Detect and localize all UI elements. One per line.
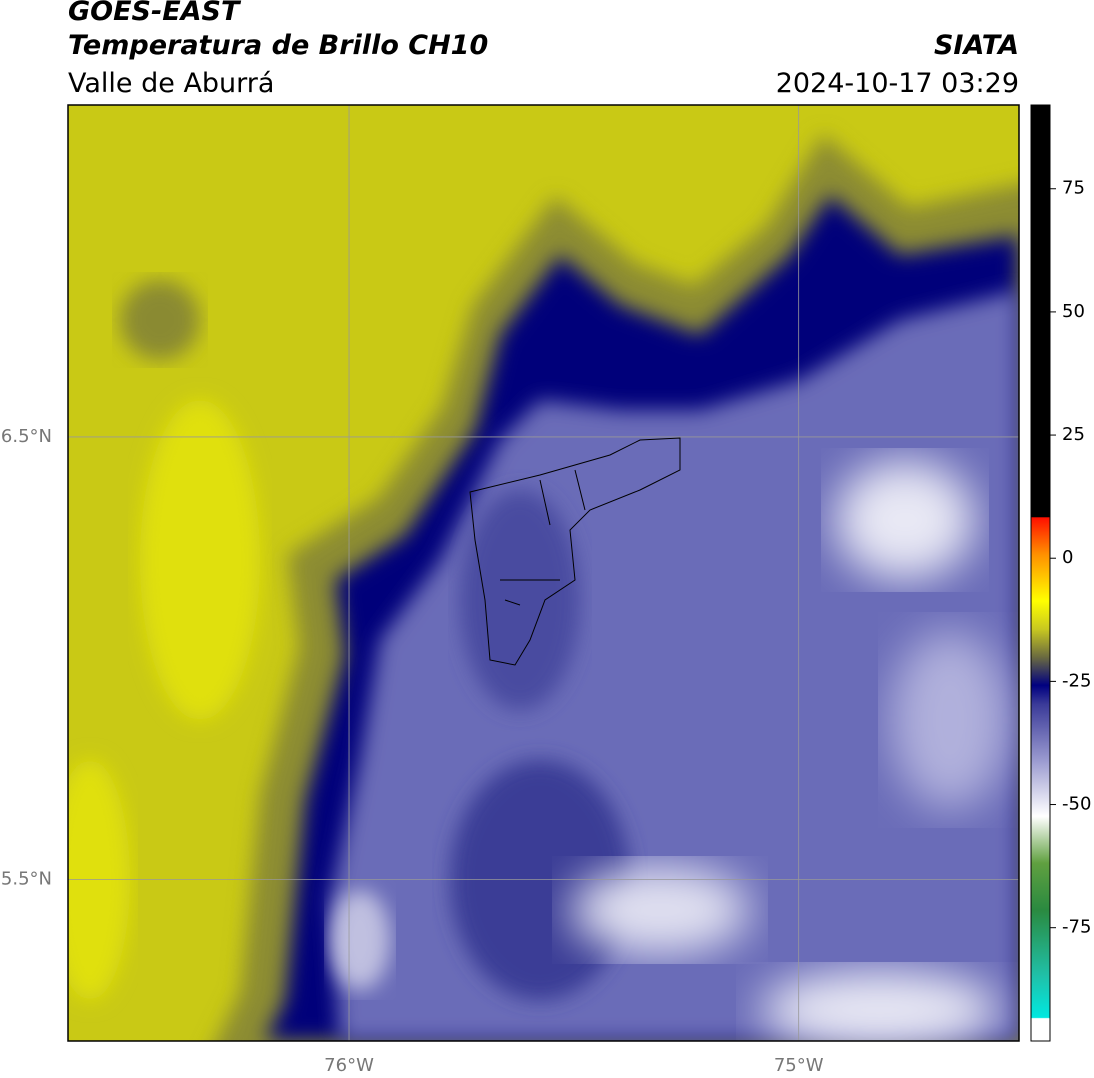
colorbar-label: 50 (1062, 301, 1085, 322)
lon-label: 76°W (324, 1055, 374, 1076)
graticule (68, 105, 1019, 1041)
lat-label: 6.5°N (1, 426, 52, 447)
lat-label: 5.5°N (1, 868, 52, 889)
lon-label: 75°W (774, 1055, 824, 1076)
region: Valle de Aburrá (68, 68, 274, 99)
colorbar (1030, 104, 1051, 1042)
colorbar-label: -75 (1062, 917, 1091, 938)
colorbar-label: 75 (1062, 178, 1085, 199)
colorbar-label: 25 (1062, 424, 1085, 445)
timestamp: 2024-10-17 03:29 (776, 68, 1019, 99)
satellite-image (68, 105, 1019, 1041)
agency: SIATA (934, 30, 1019, 61)
colorbar-label: -25 (1062, 670, 1091, 691)
colorbar-label: 0 (1062, 547, 1073, 568)
product: Temperatura de Brillo CH10 (68, 30, 488, 61)
colorbar-label: -50 (1062, 794, 1091, 815)
satellite: GOES-EAST (68, 0, 242, 27)
map-frame (67, 104, 1020, 1042)
